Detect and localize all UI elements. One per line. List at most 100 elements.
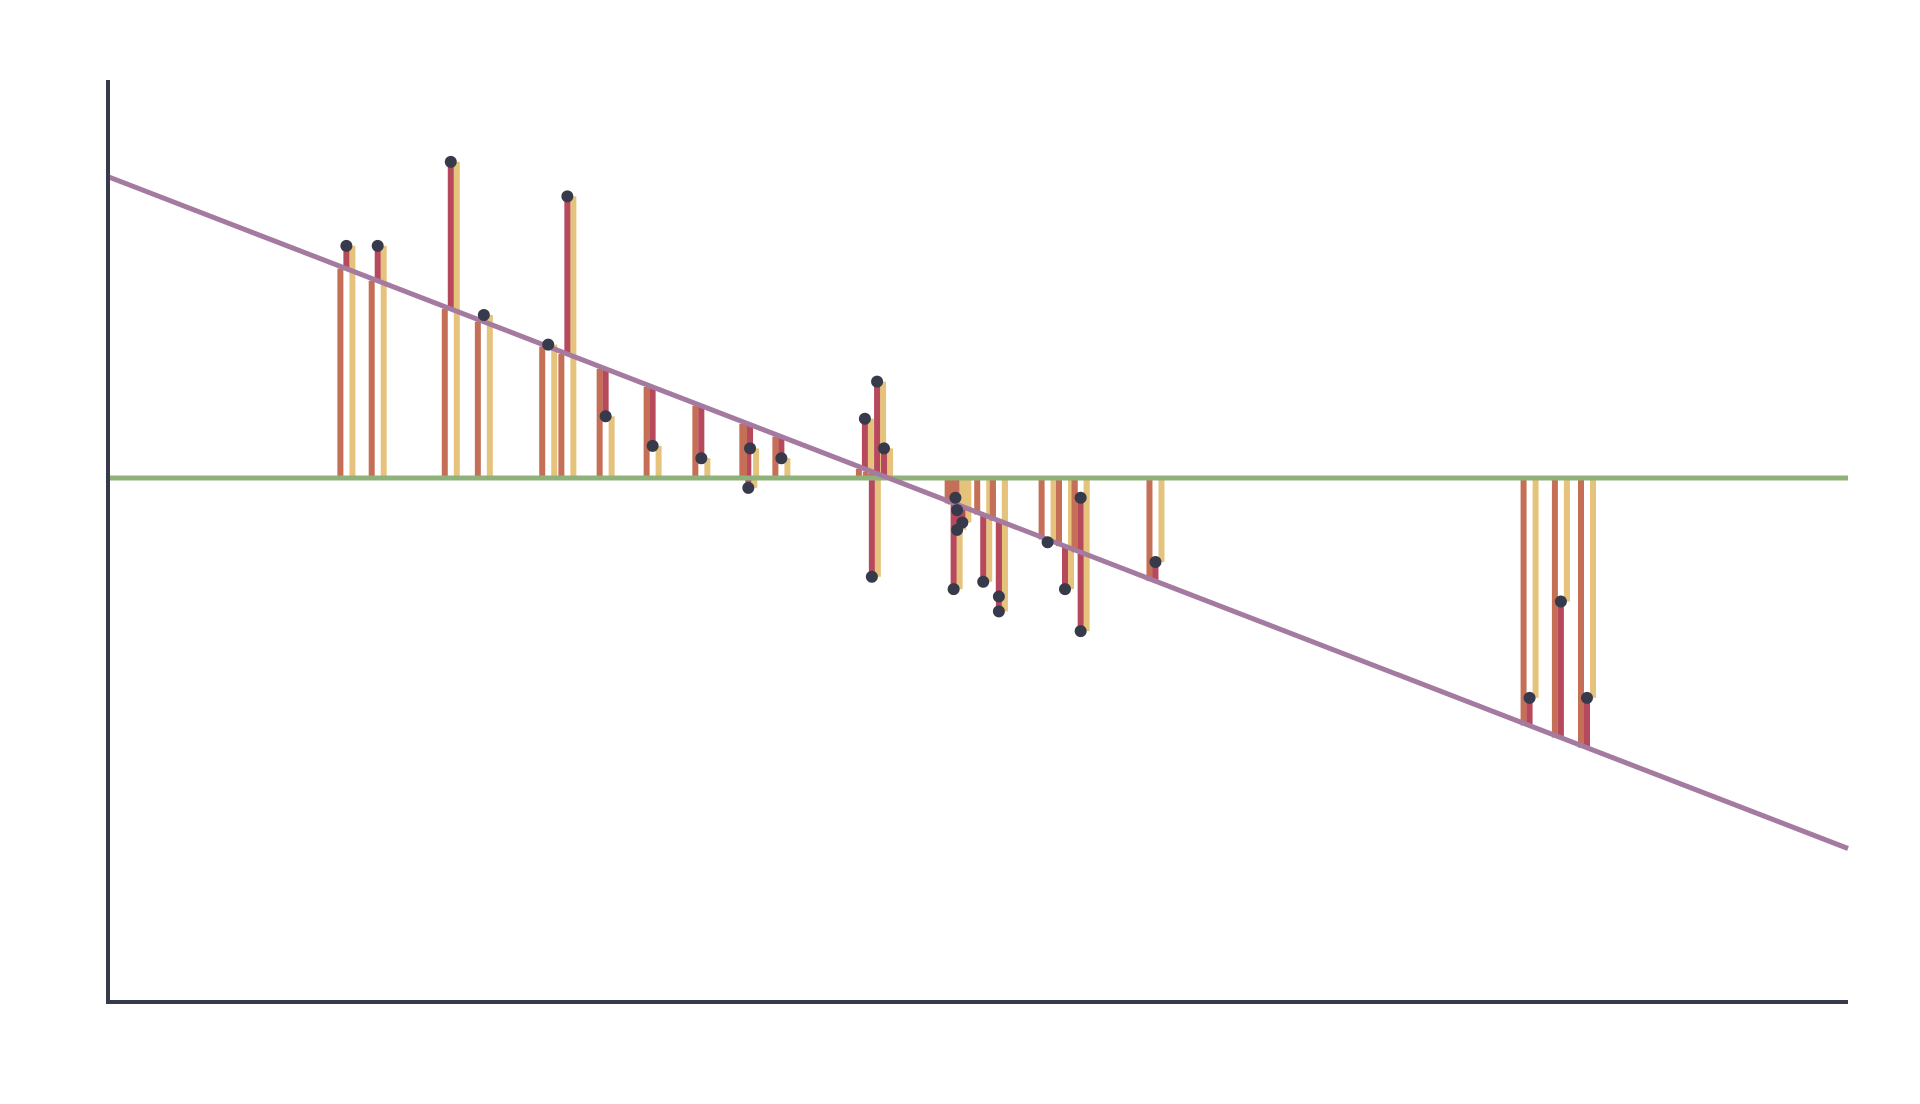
data-point	[992, 605, 1005, 618]
data-point	[1149, 555, 1162, 568]
residual-bar	[447, 161, 454, 310]
data-point	[865, 570, 878, 583]
data-point	[744, 442, 757, 455]
predicted-bar	[948, 478, 955, 505]
data-point	[992, 590, 1005, 603]
data-point	[1581, 691, 1593, 704]
data-point	[1523, 691, 1536, 704]
observed-bar	[867, 418, 874, 478]
data-point	[444, 155, 457, 168]
bars-layer	[337, 161, 1596, 748]
residual-bar	[1062, 546, 1068, 590]
predicted-bar	[474, 321, 481, 478]
predicted-bar	[1056, 478, 1062, 547]
predicted-bar	[368, 280, 375, 478]
observed-bar	[380, 245, 387, 478]
predicted-bar	[337, 268, 344, 478]
data-point	[956, 516, 969, 529]
predicted-bar	[1038, 478, 1045, 540]
observed-bar	[608, 416, 615, 478]
observed-bar	[551, 344, 558, 478]
residual-bar	[1584, 697, 1590, 748]
data-point	[371, 239, 384, 252]
data-point	[951, 504, 964, 517]
predicted-bar	[441, 309, 448, 478]
residual-bar	[1077, 497, 1084, 553]
data-point	[646, 439, 659, 452]
observed-bar	[986, 478, 993, 582]
observed-bar	[874, 478, 881, 577]
predicted-bar	[1146, 478, 1153, 582]
predicted-bar	[558, 354, 565, 478]
data-point	[742, 481, 755, 494]
observed-bar	[704, 458, 711, 478]
data-point	[1074, 491, 1087, 504]
data-point	[695, 452, 708, 465]
data-point	[1074, 625, 1087, 638]
observed-bar	[486, 314, 493, 478]
predicted-bar	[741, 424, 748, 478]
data-point	[542, 338, 555, 351]
residual-bar	[1557, 601, 1564, 738]
observed-bar	[453, 161, 460, 478]
observed-bar	[784, 458, 791, 478]
data-point	[599, 410, 612, 423]
predicted-bar	[1520, 478, 1527, 726]
residual-bar	[1152, 561, 1159, 582]
observed-bar	[887, 448, 894, 478]
predicted-bar	[539, 346, 546, 478]
residual-bar	[874, 381, 881, 474]
predicted-bar	[1071, 478, 1078, 553]
data-point	[878, 442, 891, 455]
residual-bar	[954, 504, 961, 530]
predicted-bar	[862, 471, 869, 478]
observed-bar	[655, 445, 662, 478]
data-point	[775, 452, 788, 465]
data-point	[477, 308, 490, 321]
residual-bar	[564, 196, 571, 355]
residual-bar	[778, 436, 785, 459]
residual-bar	[868, 471, 875, 577]
residual-bar	[950, 503, 957, 590]
predicted-bar	[1578, 478, 1584, 748]
residual-bar	[861, 418, 868, 469]
observed-bar	[1001, 478, 1008, 612]
observed-bar	[570, 196, 577, 479]
observed-bar	[965, 478, 972, 523]
observed-bar	[1068, 478, 1074, 590]
residual-bar	[374, 245, 381, 281]
data-point	[871, 375, 884, 388]
predicted-bar	[989, 478, 996, 521]
residual-bar	[745, 423, 752, 488]
predicted-bar	[772, 436, 779, 478]
predicted-bar	[692, 405, 699, 478]
residual-bar	[1077, 552, 1084, 632]
predicted-bar	[974, 478, 981, 515]
data-point	[561, 190, 574, 203]
data-point	[1041, 536, 1054, 549]
observed-bar	[960, 478, 967, 530]
observed-bar	[751, 478, 758, 488]
predicted-bar	[643, 386, 650, 478]
data-point	[947, 583, 960, 596]
observed-bar	[1050, 478, 1057, 543]
observed-bar	[880, 381, 887, 478]
residual-bar	[649, 386, 656, 446]
data-point	[977, 575, 990, 588]
residual-bar	[602, 368, 609, 417]
observed-bar	[1532, 478, 1539, 698]
points-layer	[340, 155, 1593, 704]
regression-line	[107, 174, 1849, 851]
predicted-bar	[1551, 478, 1558, 738]
axes-layer	[106, 80, 1848, 1004]
data-point	[340, 239, 353, 252]
observed-bar	[349, 245, 356, 478]
residual-bar	[1526, 697, 1533, 726]
lines-layer	[107, 174, 1849, 851]
residual-bar	[995, 520, 1002, 612]
observed-bar	[753, 448, 760, 478]
data-point	[949, 491, 962, 504]
observed-bar	[1590, 478, 1596, 698]
residual-bar	[959, 506, 966, 523]
